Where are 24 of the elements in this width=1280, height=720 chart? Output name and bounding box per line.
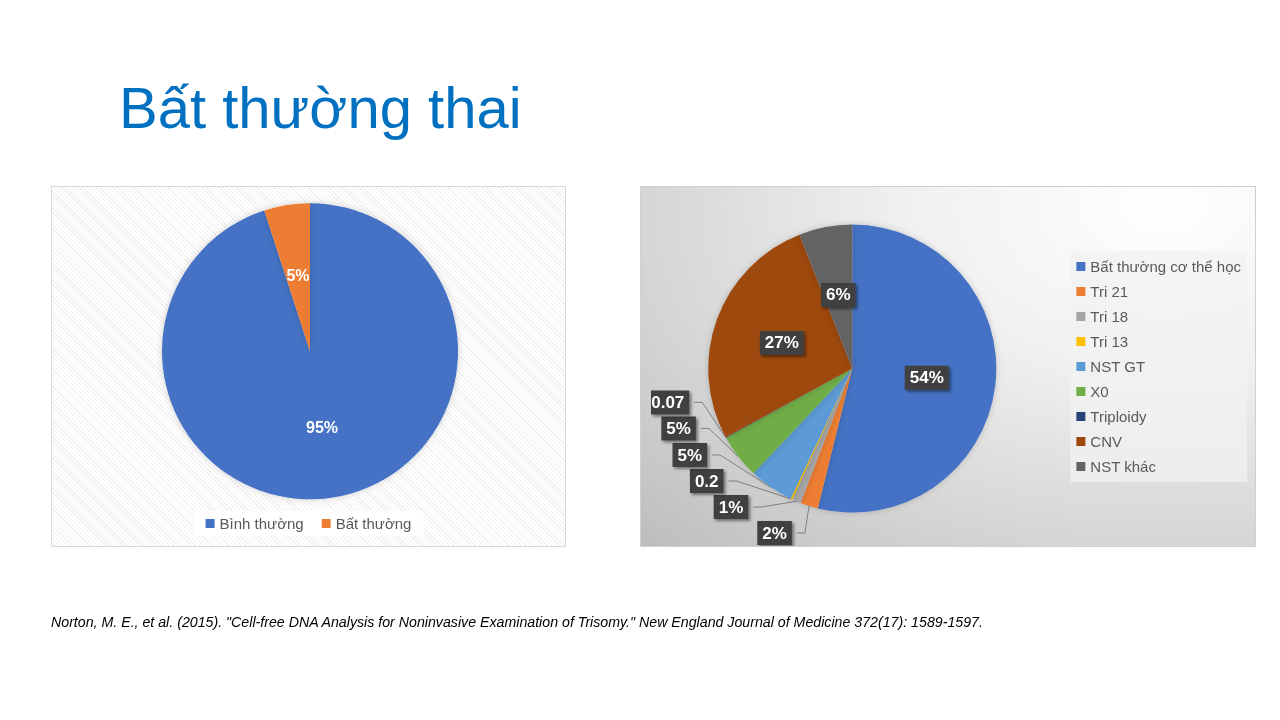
legend-label: Tri 13 [1090,333,1129,350]
data-label: 2% [762,523,787,543]
legend-label: X0 [1090,383,1109,400]
data-label: 54% [909,368,944,388]
legend-label: NST GT [1090,358,1146,375]
legend-label: NST khác [1090,458,1157,475]
data-label: 27% [764,333,799,353]
data-label: 6% [825,285,851,305]
legend-label: Tri 21 [1090,283,1129,300]
data-label: 0.2 [694,471,719,491]
data-label: 95% [306,418,339,436]
data-label: 5% [666,418,691,438]
legend-label: Bất thường cơ thể học [1090,258,1242,275]
data-label: 5% [677,445,703,465]
legend-label: Triploidy [1090,408,1147,425]
legend-label: Bất thường [335,515,412,532]
legend-label: CNV [1090,433,1123,450]
data-label: 5% [286,266,310,284]
data-label: 0.07 [651,392,685,412]
legend-label: Bình thường [219,515,304,532]
legend-label: Tri 18 [1090,308,1129,325]
text: Norton, M. E., et al. (2015). "Cell-free DNA Analysis for Noninvasive Examination of Trisomy." New England Journal of Medicine 372(17): 1589-1597. [51,614,983,630]
data-label: 1% [718,497,744,517]
chart-title: Bất thường thai [119,74,522,141]
